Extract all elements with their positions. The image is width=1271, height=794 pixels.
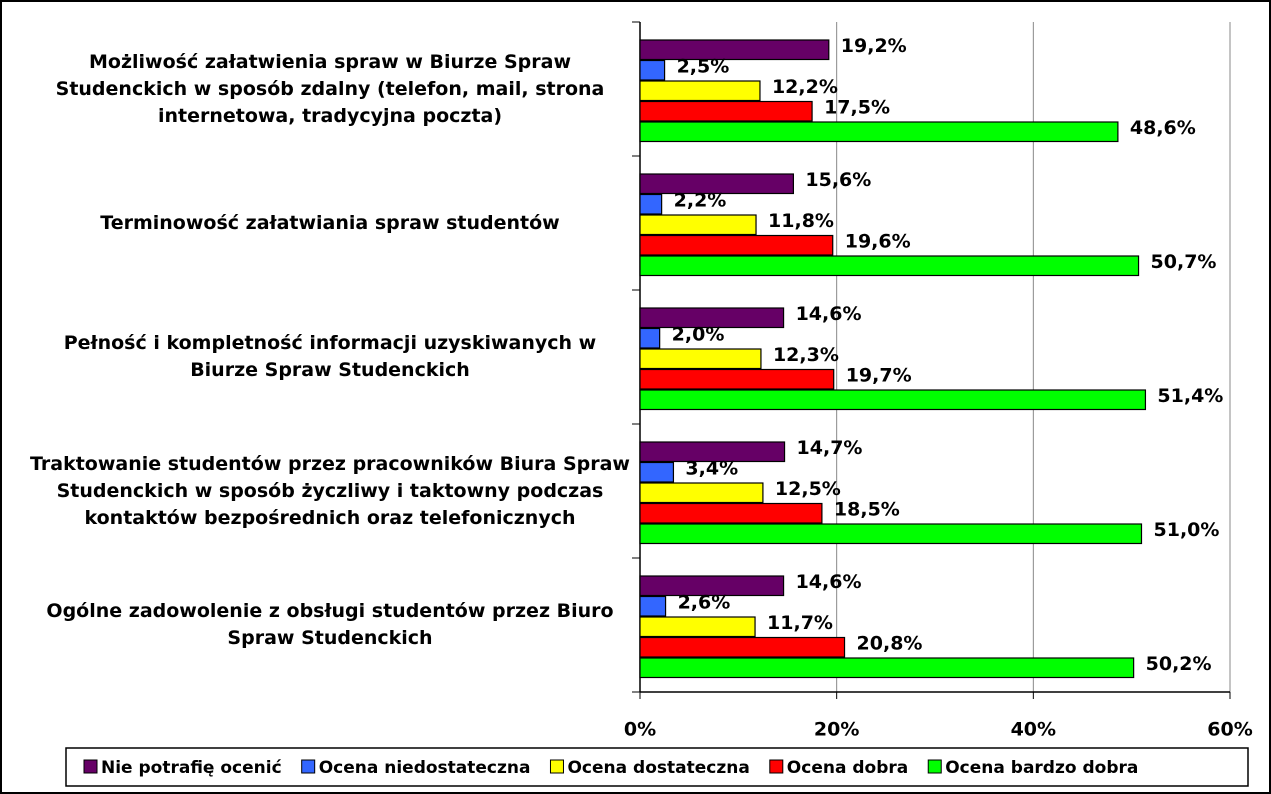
bar xyxy=(639,575,785,597)
data-label: 20,8% xyxy=(857,632,923,654)
data-label: 11,7% xyxy=(767,612,833,634)
bar xyxy=(639,461,675,483)
legend-swatch xyxy=(769,759,784,774)
bar xyxy=(639,368,835,390)
category-label: Ogólne zadowolenie z obsługi studentów p… xyxy=(46,600,614,649)
data-label: 14,6% xyxy=(796,571,862,593)
bar xyxy=(639,100,813,122)
bar xyxy=(639,523,1143,545)
data-label: 2,2% xyxy=(674,189,727,211)
data-label: 50,2% xyxy=(1146,653,1212,675)
category-label: Traktowanie studentów przez pracowników … xyxy=(30,452,630,529)
bar xyxy=(639,234,834,256)
data-label: 48,6% xyxy=(1130,117,1196,139)
bar xyxy=(639,80,761,102)
bar xyxy=(639,441,786,463)
bar xyxy=(639,657,1135,679)
data-label: 2,5% xyxy=(677,55,730,77)
data-label: 14,7% xyxy=(797,437,863,459)
data-label: 17,5% xyxy=(824,96,890,118)
legend-label: Nie potrafię ocenić xyxy=(101,758,282,778)
data-label: 12,3% xyxy=(773,344,839,366)
data-label: 12,2% xyxy=(772,76,838,98)
legend-box xyxy=(65,747,1249,787)
data-label: 14,6% xyxy=(796,303,862,325)
data-label: 2,6% xyxy=(678,591,731,613)
bar xyxy=(639,482,764,504)
data-label: 2,0% xyxy=(672,323,725,345)
legend-label: Ocena niedostateczna xyxy=(319,758,531,778)
data-label: 19,6% xyxy=(845,230,911,252)
x-tick-label: 0% xyxy=(624,719,656,741)
x-tick-label: 40% xyxy=(1011,719,1056,741)
data-label: 51,0% xyxy=(1154,519,1220,541)
bar xyxy=(639,327,661,349)
bar xyxy=(639,39,830,61)
bar xyxy=(639,59,666,81)
data-label: 12,5% xyxy=(775,478,841,500)
bar xyxy=(639,121,1119,143)
bar xyxy=(639,595,667,617)
category-label: Pełność i kompletność informacji uzyskiw… xyxy=(63,332,597,381)
data-label: 19,7% xyxy=(846,364,912,386)
bar xyxy=(639,214,757,236)
category-label: Możliwość załatwienia spraw w Biurze Spr… xyxy=(55,50,605,127)
bar xyxy=(639,348,762,370)
bar xyxy=(639,255,1140,277)
bar xyxy=(639,636,846,658)
category-label: Terminowość załatwiania spraw studentów xyxy=(100,211,560,234)
data-label: 15,6% xyxy=(805,169,871,191)
bar xyxy=(639,502,823,524)
bar xyxy=(639,173,794,195)
legend-swatch xyxy=(83,759,98,774)
data-label: 51,4% xyxy=(1157,385,1223,407)
data-label: 11,8% xyxy=(768,210,834,232)
bar xyxy=(639,307,785,329)
x-tick-label: 60% xyxy=(1207,719,1252,741)
data-label: 50,7% xyxy=(1151,251,1217,273)
legend-swatch xyxy=(301,759,316,774)
bar xyxy=(639,616,756,638)
data-label: 3,4% xyxy=(685,457,738,479)
legend-swatch xyxy=(927,759,942,774)
legend-label: Ocena dobra xyxy=(787,758,908,778)
bar xyxy=(639,389,1147,411)
legend-label: Ocena dostateczna xyxy=(567,758,749,778)
legend-swatch xyxy=(549,759,564,774)
x-tick-label: 20% xyxy=(814,719,859,741)
data-label: 19,2% xyxy=(841,35,907,57)
data-label: 18,5% xyxy=(834,498,900,520)
bar xyxy=(639,193,663,215)
legend-label: Ocena bardzo dobra xyxy=(945,758,1138,778)
